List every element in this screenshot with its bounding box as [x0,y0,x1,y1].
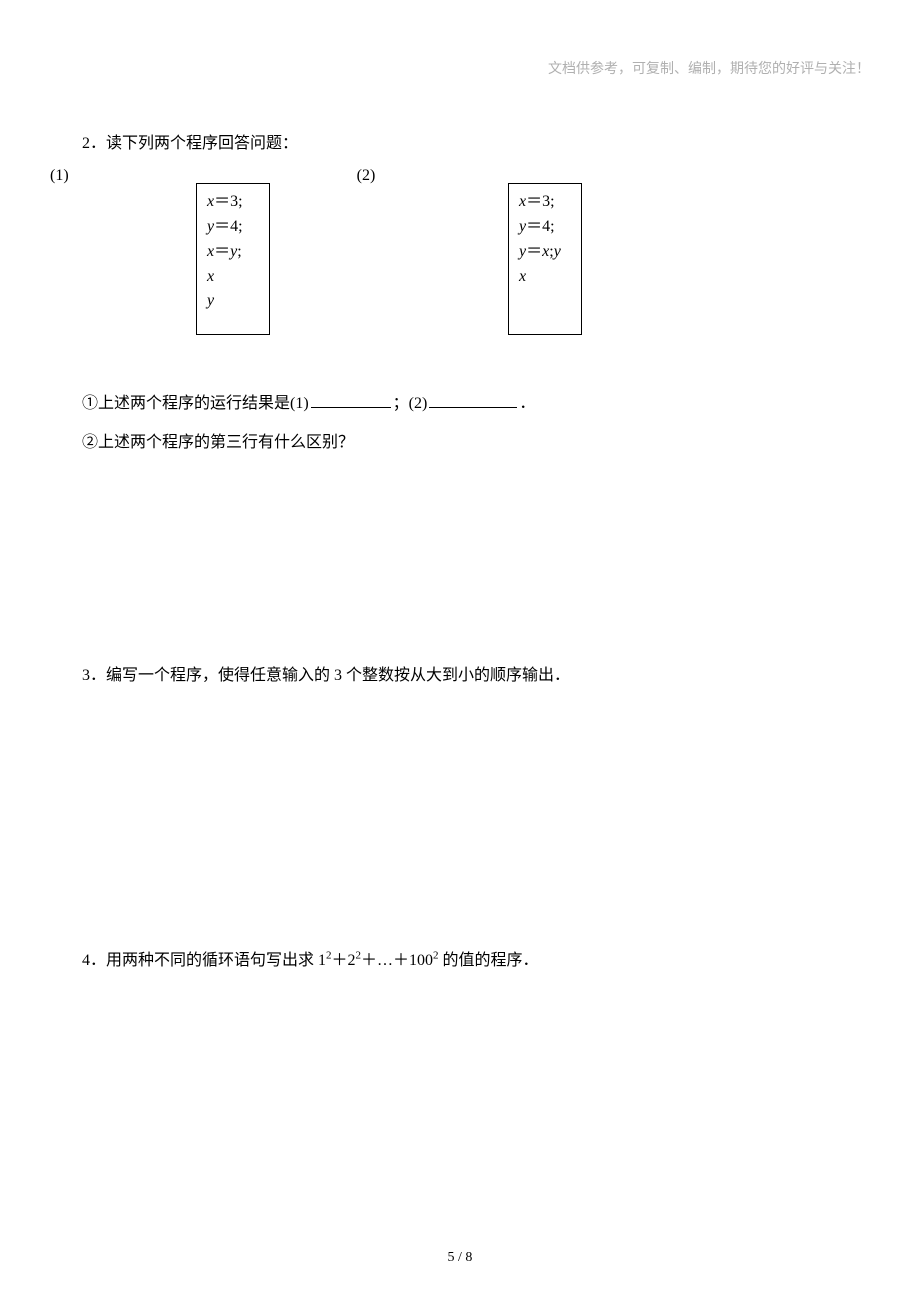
code2-l3-eq: ＝ [526,243,542,260]
code2-l3-var3: y [554,243,561,260]
subq1-text-a: ①上述两个程序的运行结果是(1) [82,395,309,412]
blank-2 [429,392,517,408]
q4-post: 的值的程序． [439,952,539,969]
header-note: 文档供参考，可复制、编制，期待您的好评与关注！ [548,58,870,78]
code1-l4-var: x [207,268,214,285]
subq-line1: ①上述两个程序的运行结果是(1) ；(2) ． [82,385,870,423]
q4-pre: 4．用两种不同的循环语句写出求 1 [82,952,326,969]
q4-mid1: ＋2 [332,952,356,969]
code1-line4: x [207,265,259,290]
code2-line2: y＝4; [519,215,571,240]
code2-line1: x＝3; [519,190,571,215]
code1-l3-semi: ; [237,243,241,260]
code1-line2: y＝4; [207,215,259,240]
code2-line3: y＝x;y [519,240,571,265]
code1-line5: y [207,289,259,314]
code2-l1-rest: ＝3; [526,193,554,210]
q4-mid2: ＋…＋100 [361,952,433,969]
subq1-text-b: ；(2) [393,395,428,412]
question-4: 4．用两种不同的循环语句写出求 12＋22＋…＋1002 的值的程序． [82,943,870,978]
code-boxes-container: x＝3; y＝4; x＝y; x y x＝3; y＝4; y＝x;y x [50,179,870,349]
code-box-2: x＝3; y＝4; y＝x;y x [508,183,582,335]
code1-line1: x＝3; [207,190,259,215]
question-3: 3．编写一个程序，使得任意输入的 3 个整数按从大到小的顺序输出． [82,658,870,693]
code1-l5-var: y [207,292,214,309]
page: 文档供参考，可复制、编制，期待您的好评与关注！ 2．读下列两个程序回答问题： (… [0,0,920,1302]
code1-l2-rest: ＝4; [214,218,242,235]
sub-questions: ①上述两个程序的运行结果是(1) ；(2) ． ②上述两个程序的第三行有什么区别？ [82,385,870,462]
code2-l4-var: x [519,268,526,285]
subq-line2: ②上述两个程序的第三行有什么区别？ [82,424,870,462]
subq1-text-c: ． [519,395,535,412]
code1-l3-eq: ＝ [214,243,230,260]
code1-line3: x＝y; [207,240,259,265]
code2-line4: x [519,265,571,290]
code1-l1-rest: ＝3; [214,193,242,210]
code2-l2-rest: ＝4; [526,218,554,235]
question-2-title: 2．读下列两个程序回答问题： [82,126,870,161]
code-box-1: x＝3; y＝4; x＝y; x y [196,183,270,335]
page-footer: 5 / 8 [0,1250,920,1266]
blank-1 [311,392,391,408]
